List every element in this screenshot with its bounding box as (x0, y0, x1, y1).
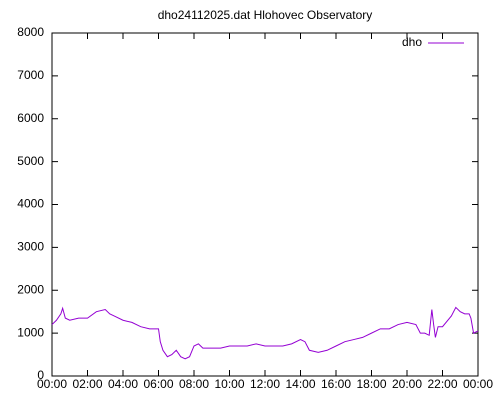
x-tick-label: 16:00 (321, 377, 351, 391)
y-tick-label: 2000 (17, 282, 44, 296)
y-tick-label: 0 (37, 368, 44, 382)
y-tick-label: 3000 (17, 240, 44, 254)
y-tick-label: 4000 (17, 197, 44, 211)
x-tick-label: 18:00 (356, 377, 386, 391)
x-tick-label: 04:00 (108, 377, 138, 391)
x-tick-label: 22:00 (427, 377, 457, 391)
x-tick-label: 06:00 (143, 377, 173, 391)
x-tick-label: 20:00 (392, 377, 422, 391)
legend-label: dho (402, 35, 422, 49)
x-tick-label: 00:00 (37, 377, 67, 391)
y-tick-label: 5000 (17, 154, 44, 168)
y-tick-label: 7000 (17, 68, 44, 82)
x-tick-label: 02:00 (72, 377, 102, 391)
x-tick-label: 12:00 (250, 377, 280, 391)
y-tick-label: 6000 (17, 111, 44, 125)
y-tick-label: 1000 (17, 325, 44, 339)
y-tick-label: 8000 (17, 25, 44, 39)
chart-title: dho24112025.dat Hlohovec Observatory (158, 8, 373, 22)
line-series (51, 306, 479, 360)
x-tick-label: 08:00 (179, 377, 209, 391)
x-tick-label: 00:00 (463, 377, 493, 391)
x-tick-label: 10:00 (214, 377, 244, 391)
x-tick-label: 14:00 (285, 377, 315, 391)
